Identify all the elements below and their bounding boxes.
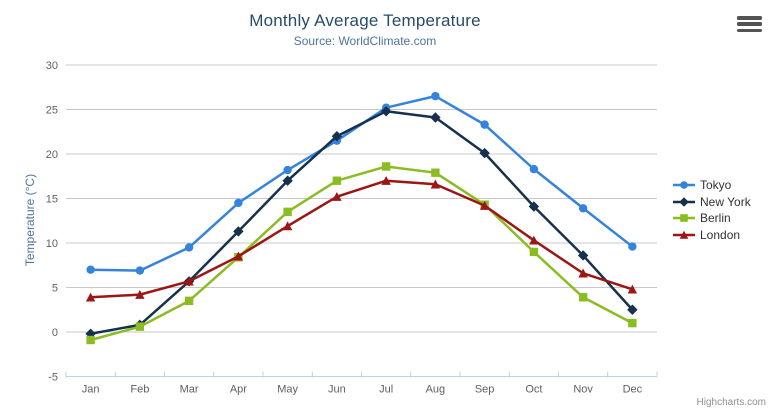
circle-marker[interactable]: [431, 91, 440, 101]
x-axis-tick-label: Nov: [573, 384, 593, 396]
circle-marker[interactable]: [234, 198, 243, 208]
y-axis-tick-label: 5: [52, 283, 58, 295]
y-axis-tick-label: 30: [46, 60, 58, 72]
circle-marker-icon: [673, 181, 695, 190]
y-axis-tick-label: 0: [52, 327, 58, 339]
triangle-marker[interactable]: [233, 251, 244, 261]
y-axis-tick-label: 15: [46, 194, 58, 206]
circle-marker[interactable]: [529, 164, 539, 174]
diamond-marker[interactable]: [627, 304, 638, 315]
square-marker[interactable]: [381, 162, 391, 171]
triangle-marker[interactable]: [135, 289, 145, 299]
series-line-london: [89, 179, 634, 299]
series-line-new-york: [89, 110, 634, 336]
diamond-marker[interactable]: [380, 106, 392, 117]
triangle-marker[interactable]: [627, 284, 638, 294]
triangle-marker[interactable]: [529, 235, 539, 245]
legend-label: Berlin: [700, 211, 731, 226]
x-axis-tick-label: Dec: [623, 384, 643, 396]
square-marker-icon: [673, 214, 695, 223]
diamond-marker[interactable]: [528, 201, 540, 212]
diamond-marker[interactable]: [479, 147, 490, 159]
square-marker[interactable]: [332, 176, 342, 185]
square-marker[interactable]: [283, 207, 292, 217]
triangle-marker-icon: [673, 230, 695, 239]
legend-item-new-york[interactable]: New York: [673, 194, 751, 209]
triangle-marker[interactable]: [578, 268, 588, 278]
square-marker[interactable]: [135, 322, 145, 331]
circle-marker[interactable]: [578, 204, 588, 213]
legend-label: New York: [700, 194, 751, 209]
highcharts-credit[interactable]: Highcharts.com: [696, 397, 766, 408]
circle-marker[interactable]: [283, 165, 292, 175]
square-marker[interactable]: [578, 293, 588, 302]
triangle-marker[interactable]: [332, 192, 342, 201]
series-tokyo[interactable]: [86, 91, 637, 275]
hamburger-menu-icon: [737, 28, 762, 32]
circle-marker[interactable]: [86, 265, 95, 274]
triangle-marker[interactable]: [184, 276, 194, 286]
diamond-marker[interactable]: [679, 196, 689, 207]
x-axis-tick-label: May: [277, 384, 298, 396]
triangle-marker[interactable]: [282, 221, 293, 231]
series-line-berlin: [89, 165, 634, 342]
triangle-marker[interactable]: [430, 179, 441, 189]
hamburger-menu-icon: [737, 22, 762, 26]
legend: Tokyo New York Berlin London: [673, 178, 751, 242]
chart-subtitle: Source: WorldClimate.com: [293, 34, 437, 48]
circle-marker[interactable]: [680, 181, 688, 190]
hamburger-menu-icon: [737, 16, 762, 20]
x-axis-tick-label: Mar: [180, 384, 199, 396]
circle-marker[interactable]: [135, 266, 145, 275]
export-menu-button[interactable]: [737, 16, 762, 32]
legend-item-berlin[interactable]: Berlin: [673, 211, 751, 226]
triangle-marker[interactable]: [381, 176, 391, 185]
x-axis-tick-label: Sep: [475, 384, 495, 396]
square-marker[interactable]: [680, 214, 688, 223]
series-new-york[interactable]: [85, 106, 638, 339]
legend-label: Tokyo: [700, 178, 732, 193]
triangle-marker[interactable]: [479, 200, 490, 210]
triangle-marker[interactable]: [679, 230, 689, 239]
circle-marker[interactable]: [184, 243, 194, 252]
x-axis-tick-label: Jul: [379, 384, 393, 396]
y-axis-tick-label: 10: [46, 238, 58, 250]
circle-marker[interactable]: [628, 242, 637, 251]
diamond-marker[interactable]: [233, 226, 244, 237]
x-axis-tick-label: Aug: [426, 384, 446, 396]
legend-item-london[interactable]: London: [673, 227, 751, 242]
triangle-marker[interactable]: [85, 292, 96, 302]
circle-marker[interactable]: [480, 120, 489, 129]
diamond-marker[interactable]: [430, 112, 441, 123]
diamond-marker[interactable]: [331, 131, 343, 142]
square-marker[interactable]: [628, 318, 637, 328]
x-axis-tick-label: Oct: [525, 384, 542, 396]
square-marker[interactable]: [431, 168, 440, 177]
x-axis-tick-label: Jun: [328, 384, 346, 396]
x-axis-tick-label: Jan: [82, 384, 100, 396]
diamond-marker-icon: [673, 196, 695, 207]
y-axis-tick-label: 25: [46, 105, 58, 117]
series-london[interactable]: [85, 176, 638, 302]
diamond-marker[interactable]: [577, 250, 589, 261]
legend-item-tokyo[interactable]: Tokyo: [673, 178, 751, 193]
legend-label: London: [700, 227, 741, 242]
series-berlin[interactable]: [86, 162, 637, 345]
diamond-marker[interactable]: [282, 175, 293, 186]
square-marker[interactable]: [86, 335, 95, 345]
y-axis-tick-label: -5: [48, 372, 58, 384]
series-line-tokyo: [89, 94, 634, 272]
square-marker[interactable]: [529, 247, 539, 257]
chart-title: Monthly Average Temperature: [249, 11, 481, 30]
x-axis-tick-label: Apr: [230, 384, 247, 396]
y-axis-tick-label: 20: [46, 149, 58, 161]
x-axis-tick-label: Feb: [130, 384, 149, 396]
square-marker[interactable]: [184, 296, 194, 306]
